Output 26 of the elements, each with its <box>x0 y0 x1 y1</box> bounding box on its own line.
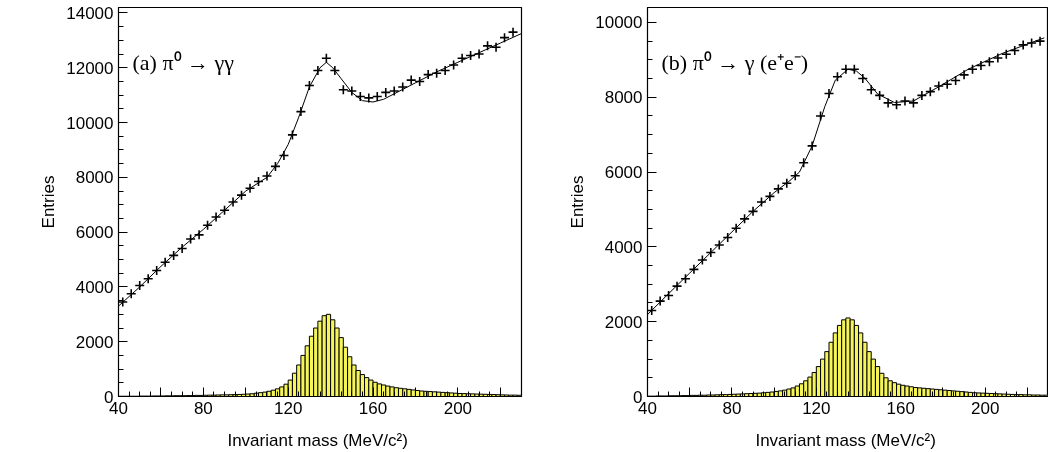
x-tick-label: 160 <box>886 398 915 418</box>
x-axis-title: Invariant mass (MeV/c²) <box>227 430 408 450</box>
y-tick-label: 6000 <box>604 163 643 183</box>
x-tick-label: 120 <box>802 398 831 418</box>
text: (a) π⁰ → γγ <box>132 49 235 75</box>
x-tick-label: 80 <box>722 398 742 418</box>
x-tick-label: 80 <box>193 398 213 418</box>
x-axis-title: Invariant mass (MeV/c²) <box>755 430 936 450</box>
x-tick-label: 160 <box>358 398 388 418</box>
y-axis-title: Entries <box>568 175 588 229</box>
y-tick-label: 2000 <box>75 332 114 352</box>
x-tick-label: 200 <box>443 398 473 418</box>
x-tick-label: 200 <box>971 398 1000 418</box>
y-tick-label: 8000 <box>75 168 114 188</box>
x-tick-label: 120 <box>274 398 303 418</box>
y-tick-label: 2000 <box>604 312 643 332</box>
y-tick-label: 4000 <box>604 237 643 257</box>
y-tick-label: 4000 <box>75 277 114 297</box>
y-tick-label: 14000 <box>66 3 114 23</box>
text: (b) π⁰ → γ (e⁺e⁻) <box>661 49 809 75</box>
y-tick-label: 10000 <box>66 113 114 133</box>
y-tick-label: 6000 <box>75 223 114 243</box>
y-tick-label: 8000 <box>604 88 643 108</box>
y-tick-label: 10000 <box>595 13 643 33</box>
y-axis-title: Entries <box>39 175 59 229</box>
y-tick-label: 12000 <box>66 58 114 78</box>
